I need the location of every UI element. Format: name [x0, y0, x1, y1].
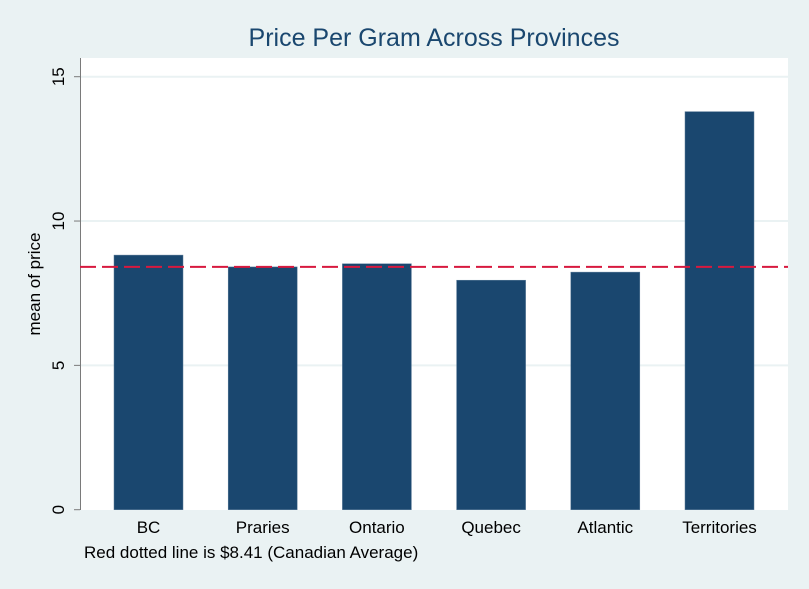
chart-title: Price Per Gram Across Provinces [249, 24, 620, 52]
x-tick-label: Praries [236, 518, 290, 537]
bar-territories [684, 111, 755, 510]
x-tick-label: BC [137, 518, 161, 537]
x-tick-label: Territories [682, 518, 757, 537]
y-axis-label: mean of price [25, 233, 44, 336]
bar-quebec [456, 279, 526, 510]
x-tick-label: Atlantic [577, 518, 633, 537]
y-tick-label: 10 [49, 212, 68, 231]
bar-ontario [342, 263, 412, 510]
y-tick-label: 5 [49, 361, 68, 370]
bar-bc [113, 254, 184, 510]
x-tick-label: Quebec [461, 518, 521, 537]
y-tick-label: 0 [49, 505, 68, 514]
bar-praries [227, 266, 298, 510]
bar-atlantic [570, 271, 641, 510]
plot-area [80, 58, 788, 510]
x-tick-label: Ontario [349, 518, 405, 537]
y-tick-label: 15 [49, 67, 68, 86]
chart-note: Red dotted line is $8.41 (Canadian Avera… [84, 543, 418, 562]
